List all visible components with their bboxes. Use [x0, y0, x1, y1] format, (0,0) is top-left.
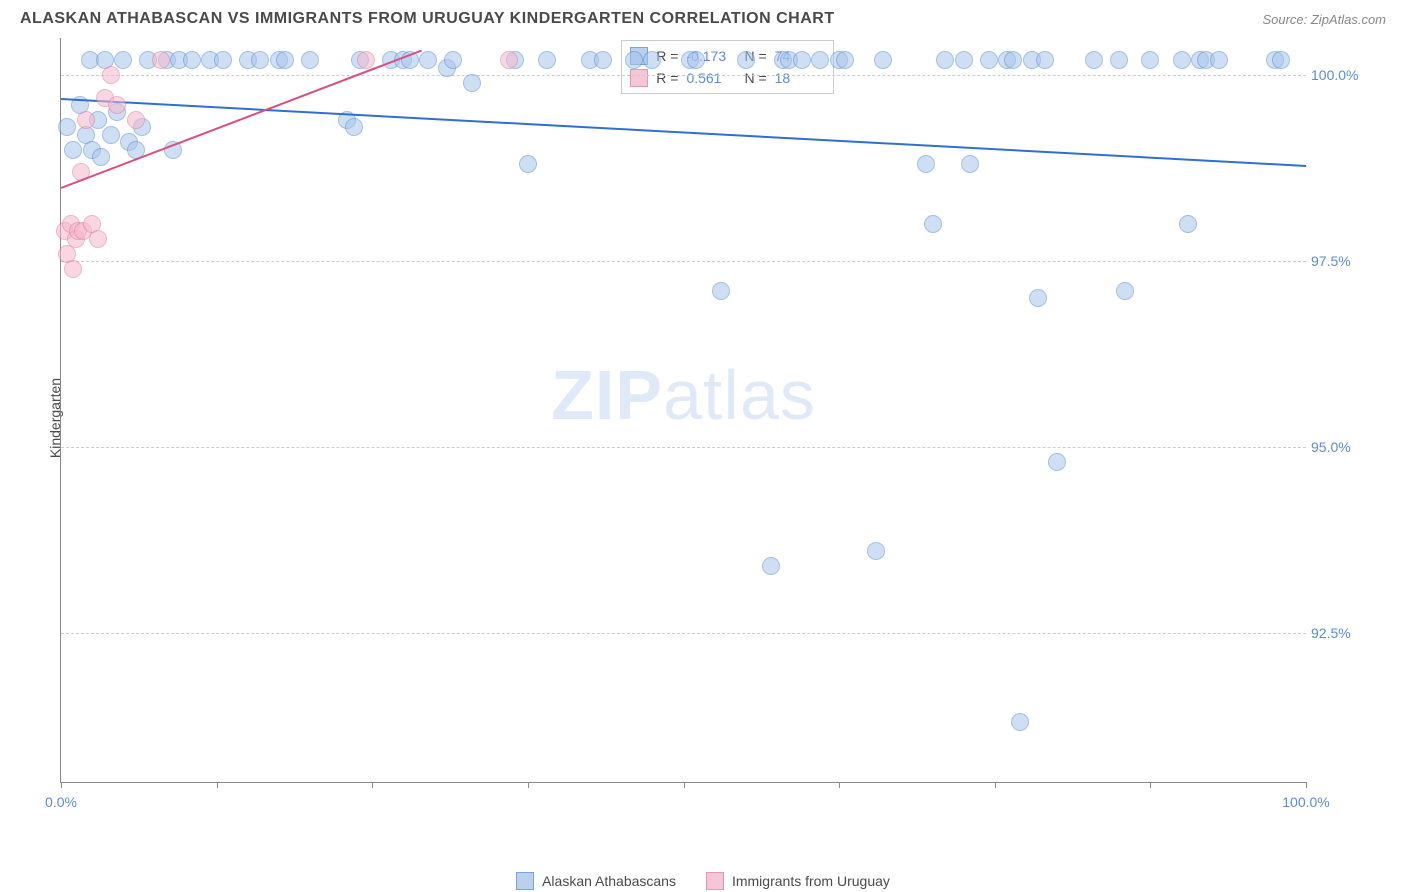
scatter-point: [519, 155, 537, 173]
scatter-point: [936, 51, 954, 69]
stats-swatch: [630, 69, 648, 87]
scatter-point: [89, 230, 107, 248]
scatter-point: [92, 148, 110, 166]
scatter-point: [1029, 289, 1047, 307]
x-tick: [61, 782, 62, 788]
scatter-point: [1110, 51, 1128, 69]
scatter-point: [793, 51, 811, 69]
scatter-point: [152, 51, 170, 69]
scatter-point: [924, 215, 942, 233]
scatter-point: [1141, 51, 1159, 69]
scatter-point: [1004, 51, 1022, 69]
gridline: [61, 633, 1306, 634]
legend-item: Immigrants from Uruguay: [706, 872, 890, 890]
scatter-point: [836, 51, 854, 69]
scatter-point: [127, 111, 145, 129]
scatter-point: [1173, 51, 1191, 69]
scatter-point: [500, 51, 518, 69]
scatter-point: [811, 51, 829, 69]
scatter-point: [463, 74, 481, 92]
chart-container: Kindergarten ZIPatlas R =-0.173N =74R =0…: [60, 33, 1386, 803]
scatter-point: [980, 51, 998, 69]
scatter-point: [444, 51, 462, 69]
scatter-point: [357, 51, 375, 69]
y-tick-label: 100.0%: [1311, 67, 1381, 83]
trendline: [61, 98, 1306, 167]
stats-r-label: R =: [656, 70, 678, 86]
scatter-point: [251, 51, 269, 69]
scatter-point: [214, 51, 232, 69]
scatter-point: [538, 51, 556, 69]
legend: Alaskan Athabascans Immigrants from Urugu…: [0, 872, 1406, 890]
scatter-point: [345, 118, 363, 136]
scatter-point: [687, 51, 705, 69]
scatter-point: [114, 51, 132, 69]
scatter-point: [102, 126, 120, 144]
x-tick: [995, 782, 996, 788]
scatter-point: [594, 51, 612, 69]
x-tick-label: 100.0%: [1282, 794, 1329, 810]
scatter-point: [102, 66, 120, 84]
scatter-point: [1179, 215, 1197, 233]
gridline: [61, 75, 1306, 76]
scatter-point: [961, 155, 979, 173]
x-tick-label: 0.0%: [45, 794, 77, 810]
scatter-point: [58, 118, 76, 136]
scatter-point: [867, 542, 885, 560]
x-tick: [528, 782, 529, 788]
x-tick: [839, 782, 840, 788]
scatter-point: [183, 51, 201, 69]
chart-source: Source: ZipAtlas.com: [1262, 12, 1386, 27]
scatter-point: [1210, 51, 1228, 69]
y-tick-label: 92.5%: [1311, 625, 1381, 641]
plot-area: ZIPatlas R =-0.173N =74R =0.561N =18 92.…: [60, 38, 1306, 783]
scatter-point: [1036, 51, 1054, 69]
y-tick-label: 95.0%: [1311, 439, 1381, 455]
legend-label: Immigrants from Uruguay: [732, 873, 890, 889]
chart-header: ALASKAN ATHABASCAN VS IMMIGRANTS FROM UR…: [0, 0, 1406, 33]
watermark: ZIPatlas: [551, 355, 816, 435]
legend-item: Alaskan Athabascans: [516, 872, 676, 890]
scatter-point: [64, 260, 82, 278]
scatter-point: [917, 155, 935, 173]
scatter-point: [419, 51, 437, 69]
scatter-point: [643, 51, 661, 69]
scatter-point: [1085, 51, 1103, 69]
x-tick: [1306, 782, 1307, 788]
scatter-point: [712, 282, 730, 300]
scatter-point: [762, 557, 780, 575]
scatter-point: [737, 51, 755, 69]
scatter-point: [874, 51, 892, 69]
scatter-point: [64, 141, 82, 159]
gridline: [61, 447, 1306, 448]
scatter-point: [301, 51, 319, 69]
legend-swatch: [706, 872, 724, 890]
x-tick: [217, 782, 218, 788]
scatter-point: [108, 96, 126, 114]
scatter-point: [77, 111, 95, 129]
stats-row: R = 0.561 N = 18: [630, 67, 824, 89]
scatter-point: [1048, 453, 1066, 471]
stats-n-label: N =: [744, 70, 766, 86]
legend-swatch: [516, 872, 534, 890]
scatter-point: [1116, 282, 1134, 300]
legend-label: Alaskan Athabascans: [542, 873, 676, 889]
scatter-point: [1011, 713, 1029, 731]
x-tick: [684, 782, 685, 788]
scatter-point: [625, 51, 643, 69]
gridline: [61, 261, 1306, 262]
stats-r-value: 0.561: [686, 70, 736, 86]
chart-title: ALASKAN ATHABASCAN VS IMMIGRANTS FROM UR…: [20, 10, 835, 28]
scatter-point: [955, 51, 973, 69]
x-tick: [1150, 782, 1151, 788]
scatter-point: [276, 51, 294, 69]
stats-n-value: 18: [775, 70, 825, 86]
x-tick: [372, 782, 373, 788]
scatter-point: [1272, 51, 1290, 69]
y-tick-label: 97.5%: [1311, 253, 1381, 269]
